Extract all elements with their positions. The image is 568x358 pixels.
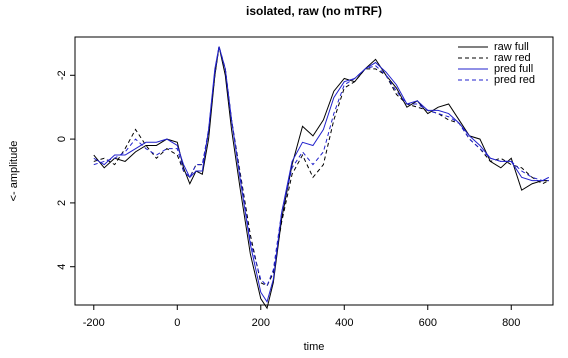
x-tick-label: 800 <box>502 317 520 329</box>
x-tick-label: 400 <box>335 317 353 329</box>
series-line <box>93 46 549 287</box>
legend-label: pred red <box>494 74 535 86</box>
x-tick-label: 0 <box>174 317 180 329</box>
x-tick-label: -200 <box>83 317 105 329</box>
y-tick-label: -2 <box>56 70 68 80</box>
series-line <box>93 46 550 287</box>
x-tick-label: 600 <box>419 317 437 329</box>
chart-title: isolated, raw (no mTRF) <box>246 4 382 18</box>
x-axis-label: time <box>304 341 325 353</box>
y-tick-label: 0 <box>56 136 68 142</box>
plot-frame <box>74 36 554 306</box>
y-axis-label: <- amplitude <box>8 141 20 202</box>
legend-label: raw red <box>494 52 531 64</box>
x-tick-label: 200 <box>252 317 270 329</box>
legend-label: raw full <box>494 41 529 53</box>
series-line <box>93 46 550 304</box>
y-tick-label: 4 <box>56 264 68 270</box>
series-line <box>93 46 549 310</box>
legend-label: pred full <box>494 63 533 75</box>
y-tick-label: 2 <box>56 200 68 206</box>
